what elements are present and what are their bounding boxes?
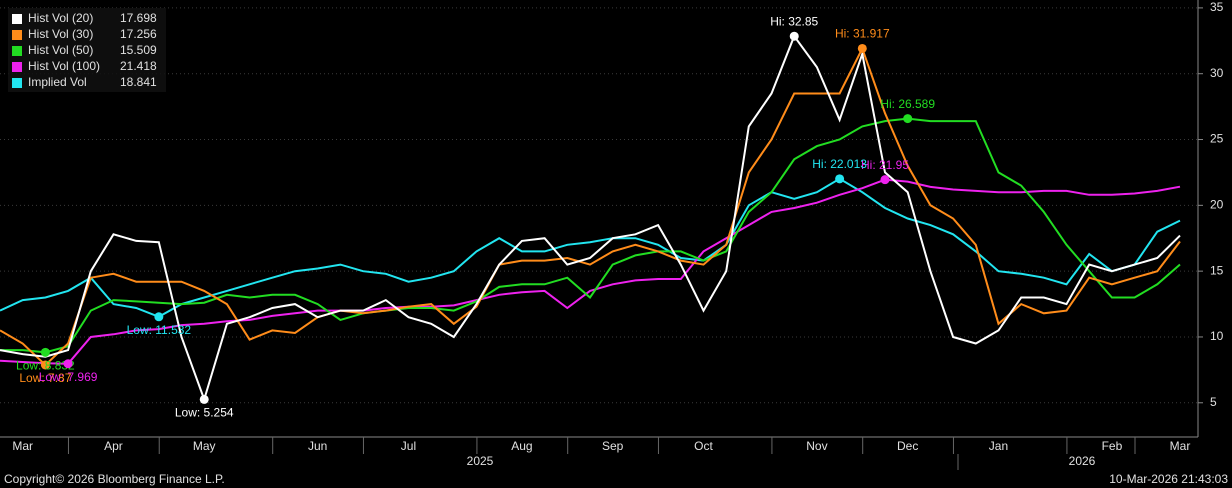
legend-value: 15.509 [120, 43, 157, 57]
x-tick-label: May [193, 439, 216, 453]
series-line [0, 117, 1181, 354]
x-tick-label: Apr [104, 439, 123, 453]
extreme-marker [835, 174, 845, 184]
y-tick-label: 20 [1210, 198, 1224, 212]
y-tick-label: 30 [1210, 66, 1224, 80]
legend-value: 17.698 [120, 11, 157, 25]
legend-swatch [12, 14, 22, 24]
legend-label: Hist Vol (100) [28, 59, 100, 73]
x-tick-label: Jul [401, 439, 416, 453]
extreme-label: Low: 8.832 [16, 359, 75, 373]
series-line [0, 45, 1181, 367]
legend: Hist Vol (20) 17.698 Hist Vol (30) 17.256 Hi… [8, 8, 166, 92]
series-line [0, 177, 1181, 318]
extreme-marker [40, 347, 50, 357]
extreme-marker [63, 359, 73, 369]
extreme-label: Hi: 26.589 [880, 97, 935, 111]
y-tick-label: 15 [1210, 263, 1224, 277]
extreme-marker [154, 312, 164, 322]
extreme-label: Low: 5.254 [175, 406, 234, 420]
x-tick-label: Mar [12, 439, 33, 453]
y-tick-label: 10 [1210, 329, 1224, 343]
y-tick-label: 35 [1210, 0, 1224, 14]
extreme-label: Low: 11.532 [127, 323, 192, 337]
x-tick-label: Aug [511, 439, 532, 453]
y-tick-label: 25 [1210, 132, 1224, 146]
legend-label: Implied Vol [28, 75, 87, 89]
series-line [0, 178, 1181, 365]
extreme-label: Low: 7.969 [39, 370, 98, 384]
extreme-label: Low: 7.87 [19, 371, 71, 385]
legend-label: Hist Vol (20) [28, 11, 93, 25]
extreme-label: Hi: 22.013 [812, 157, 867, 171]
x-tick-label: Sep [602, 439, 624, 453]
extreme-marker [199, 394, 209, 404]
series-line [0, 34, 1181, 403]
extreme-marker [857, 43, 867, 53]
x-tick-label: Oct [694, 439, 713, 453]
extreme-label: Hi: 21.95 [861, 158, 909, 172]
x-tick-label: Jan [989, 439, 1008, 453]
legend-swatch [12, 30, 22, 40]
copyright: Copyright© 2026 Bloomberg Finance L.P. [4, 472, 225, 486]
extreme-marker [789, 31, 799, 41]
x-tick-label: Feb [1102, 439, 1123, 453]
legend-value: 18.841 [120, 75, 157, 89]
legend-swatch [12, 46, 22, 56]
extreme-label: Hi: 31.917 [835, 27, 890, 41]
extreme-marker [880, 175, 890, 185]
x-tick-label: Nov [806, 439, 827, 453]
legend-box [8, 8, 166, 92]
extreme-marker [903, 114, 913, 124]
x-tick-label: Mar [1170, 439, 1191, 453]
legend-value: 17.256 [120, 27, 157, 41]
legend-value: 21.418 [120, 59, 157, 73]
x-tick-label: Jun [308, 439, 327, 453]
legend-label: Hist Vol (30) [28, 27, 93, 41]
year-label: 2026 [1069, 454, 1096, 468]
year-label: 2025 [467, 454, 494, 468]
extreme-marker [40, 360, 50, 370]
legend-swatch [12, 78, 22, 88]
legend-label: Hist Vol (50) [28, 43, 93, 57]
y-tick-label: 5 [1210, 395, 1217, 409]
extreme-label: Hi: 32.85 [770, 14, 818, 28]
x-tick-label: Dec [897, 439, 918, 453]
legend-swatch [12, 62, 22, 72]
timestamp: 10-Mar-2026 21:43:03 [1109, 472, 1228, 486]
